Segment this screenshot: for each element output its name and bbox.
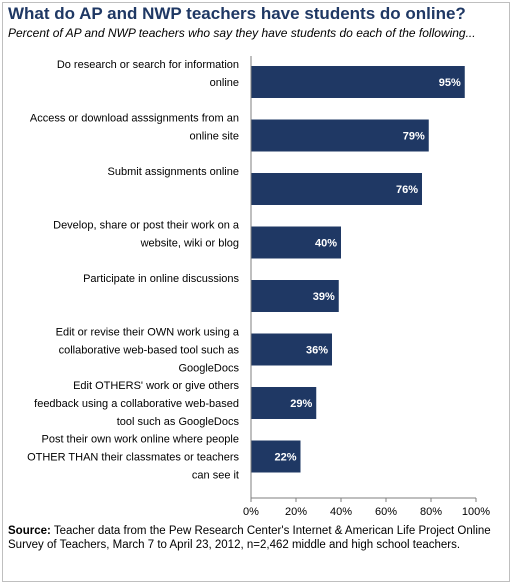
category-label: GoogleDocs bbox=[178, 363, 239, 375]
x-tick-label: 100% bbox=[462, 506, 490, 518]
bar bbox=[251, 66, 465, 98]
bar bbox=[251, 387, 317, 419]
category-label: can see it bbox=[192, 470, 239, 482]
bar bbox=[251, 280, 339, 312]
source-text: Teacher data from the Pew Research Cente… bbox=[8, 525, 491, 551]
x-tick-label: 60% bbox=[375, 506, 397, 518]
category-label: Edit OTHERS' work or give others bbox=[73, 380, 239, 392]
category-label: feedback using a collaborative web-based bbox=[34, 398, 239, 410]
source-label: Source: bbox=[8, 525, 51, 537]
category-label: Post their own work online where people bbox=[41, 434, 239, 446]
category-label: online site bbox=[189, 131, 239, 143]
data-label: 29% bbox=[290, 398, 312, 410]
x-tick-label: 20% bbox=[285, 506, 307, 518]
chart-title: What do AP and NWP teachers have student… bbox=[8, 4, 466, 23]
category-label: website, wiki or blog bbox=[140, 238, 239, 250]
bar bbox=[251, 173, 422, 205]
data-label: 79% bbox=[403, 131, 425, 143]
data-label: 36% bbox=[306, 345, 328, 357]
bar bbox=[251, 333, 332, 366]
source-note: Source: Teacher data from the Pew Resear… bbox=[8, 524, 498, 552]
x-tick-label: 0% bbox=[243, 506, 259, 518]
category-label: Develop, share or post their work on a bbox=[53, 220, 240, 232]
bar bbox=[251, 119, 429, 152]
category-label: Edit or revise their OWN work using a bbox=[56, 327, 240, 339]
category-label: Do research or search for information bbox=[57, 59, 239, 71]
category-label: Access or download asssignments from an bbox=[30, 113, 239, 125]
x-tick-label: 80% bbox=[420, 506, 442, 518]
chart-subtitle: Percent of AP and NWP teachers who say t… bbox=[8, 26, 476, 40]
data-label: 76% bbox=[396, 184, 418, 196]
data-label: 95% bbox=[439, 77, 461, 89]
bar bbox=[251, 440, 301, 473]
x-tick-label: 40% bbox=[330, 506, 352, 518]
data-label: 22% bbox=[274, 452, 296, 464]
bar bbox=[251, 226, 341, 259]
category-label: online bbox=[210, 77, 239, 89]
category-label: OTHER THAN their classmates or teachers bbox=[27, 452, 239, 464]
data-label: 40% bbox=[315, 238, 337, 250]
category-label: tool such as GoogleDocs bbox=[117, 416, 240, 428]
category-label: collaborative web-based tool such as bbox=[59, 345, 240, 357]
category-label: Submit assignments online bbox=[108, 166, 239, 178]
chart-frame bbox=[2, 2, 510, 582]
data-label: 39% bbox=[313, 291, 335, 303]
category-label: Participate in online discussions bbox=[83, 273, 239, 285]
